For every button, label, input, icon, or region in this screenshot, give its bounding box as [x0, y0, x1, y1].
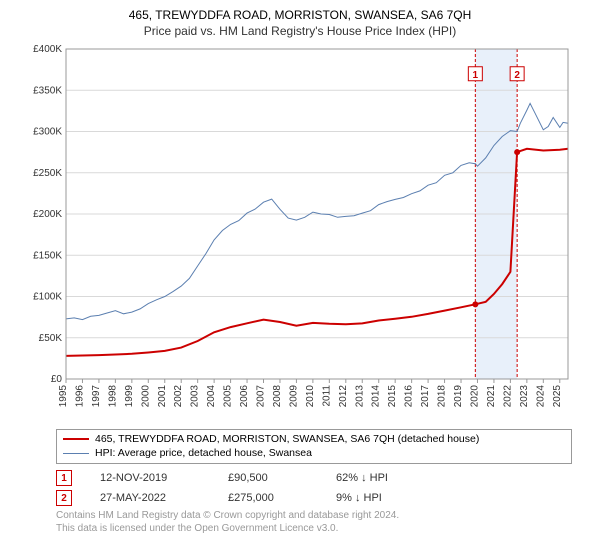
svg-text:£50K: £50K — [39, 333, 63, 344]
svg-text:2013: 2013 — [354, 384, 365, 407]
copyright-line: This data is licensed under the Open Gov… — [56, 523, 572, 536]
event-price: £90,500 — [228, 472, 308, 484]
copyright-line: Contains HM Land Registry data © Crown c… — [56, 510, 572, 523]
svg-text:2018: 2018 — [437, 384, 448, 407]
svg-text:2020: 2020 — [469, 384, 480, 407]
svg-text:£250K: £250K — [33, 168, 62, 179]
svg-text:2001: 2001 — [157, 384, 168, 407]
event-price: £275,000 — [228, 492, 308, 504]
legend-row: 465, TREWYDDFA ROAD, MORRISTON, SWANSEA,… — [63, 432, 565, 447]
svg-text:2011: 2011 — [321, 384, 332, 406]
svg-text:2007: 2007 — [256, 384, 267, 407]
svg-text:2009: 2009 — [288, 384, 299, 407]
legend-swatch — [63, 453, 89, 454]
event-date: 12-NOV-2019 — [100, 472, 200, 484]
event-delta: 9% ↓ HPI — [336, 492, 382, 504]
svg-text:£200K: £200K — [33, 209, 62, 220]
svg-text:2010: 2010 — [305, 384, 316, 407]
svg-text:2004: 2004 — [206, 384, 217, 407]
price-chart: £0 £50K £100K £150K £200K £250K £300K £350K £400… — [20, 45, 580, 425]
svg-text:£300K: £300K — [33, 126, 62, 137]
legend: 465, TREWYDDFA ROAD, MORRISTON, SWANSEA,… — [56, 429, 572, 464]
page-title: 465, TREWYDDFA ROAD, MORRISTON, SWANSEA,… — [10, 8, 590, 22]
sale-events: 1 12-NOV-2019 £90,500 62% ↓ HPI 2 27-MAY… — [56, 470, 572, 506]
svg-text:2015: 2015 — [387, 384, 398, 407]
sale-event-row: 1 12-NOV-2019 £90,500 62% ↓ HPI — [56, 470, 572, 486]
svg-text:1997: 1997 — [91, 384, 102, 407]
svg-text:2016: 2016 — [404, 384, 415, 407]
legend-swatch — [63, 438, 89, 440]
svg-text:2022: 2022 — [502, 384, 513, 407]
svg-text:1: 1 — [473, 70, 479, 81]
svg-text:£150K: £150K — [33, 250, 62, 261]
svg-text:£350K: £350K — [33, 85, 62, 96]
svg-text:2003: 2003 — [190, 384, 201, 407]
svg-text:1995: 1995 — [58, 384, 69, 407]
svg-text:2017: 2017 — [420, 384, 431, 407]
svg-text:2023: 2023 — [519, 384, 530, 407]
svg-text:2019: 2019 — [453, 384, 464, 407]
svg-text:1999: 1999 — [124, 384, 135, 407]
svg-text:1998: 1998 — [107, 384, 118, 407]
sale-event-row: 2 27-MAY-2022 £275,000 9% ↓ HPI — [56, 490, 572, 506]
legend-label: 465, TREWYDDFA ROAD, MORRISTON, SWANSEA,… — [95, 432, 479, 447]
svg-text:2024: 2024 — [535, 384, 546, 407]
event-date: 27-MAY-2022 — [100, 492, 200, 504]
svg-text:2006: 2006 — [239, 384, 250, 407]
svg-text:2021: 2021 — [486, 384, 497, 407]
svg-text:£400K: £400K — [33, 45, 62, 55]
legend-row: HPI: Average price, detached house, Swan… — [63, 446, 565, 461]
svg-text:2014: 2014 — [371, 384, 382, 407]
legend-label: HPI: Average price, detached house, Swan… — [95, 446, 312, 461]
svg-text:1996: 1996 — [74, 384, 85, 407]
svg-text:£100K: £100K — [33, 291, 62, 302]
svg-text:2005: 2005 — [223, 384, 234, 407]
svg-text:2002: 2002 — [173, 384, 184, 407]
svg-text:£0: £0 — [51, 374, 63, 385]
copyright: Contains HM Land Registry data © Crown c… — [56, 510, 572, 535]
svg-text:2008: 2008 — [272, 384, 283, 407]
event-marker-icon: 1 — [56, 470, 72, 486]
svg-text:2012: 2012 — [338, 384, 349, 407]
svg-text:2000: 2000 — [140, 384, 151, 407]
event-delta: 62% ↓ HPI — [336, 472, 388, 484]
svg-text:2025: 2025 — [552, 384, 563, 407]
event-marker-icon: 2 — [56, 490, 72, 506]
svg-text:2: 2 — [514, 70, 520, 81]
page-subtitle: Price paid vs. HM Land Registry's House … — [10, 24, 590, 38]
